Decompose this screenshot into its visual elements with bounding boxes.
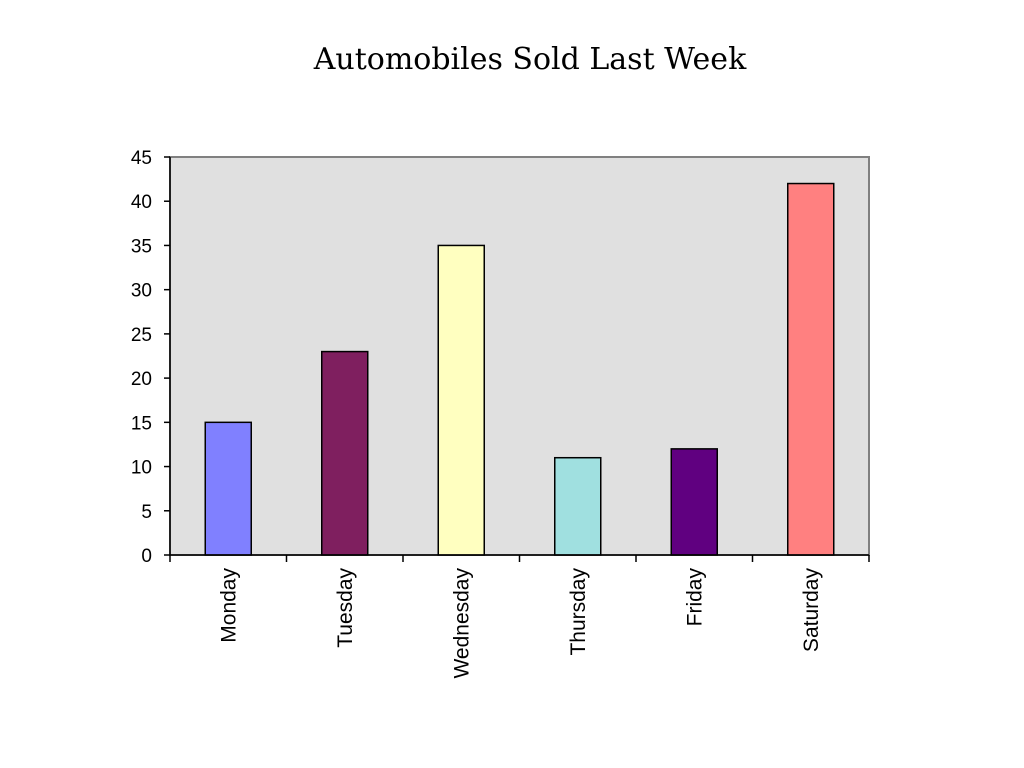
y-tick-label: 35 xyxy=(131,236,152,257)
plot-area xyxy=(169,156,870,556)
y-tick-label: 0 xyxy=(141,546,152,567)
x-category-label: Monday xyxy=(217,568,240,643)
y-tick-label: 5 xyxy=(141,502,152,523)
x-ticks-group: Monday Tuesday Wednesday Thursday Friday Satu… xyxy=(169,555,870,679)
bar-wednesday xyxy=(437,244,485,556)
y-tick-label: 40 xyxy=(131,192,152,213)
bars-group xyxy=(204,182,835,556)
bar-monday xyxy=(204,421,252,556)
x-category-label: Wednesday xyxy=(450,568,473,679)
chart-title: Automobiles Sold Last Week xyxy=(313,42,747,77)
y-tick-label: 20 xyxy=(131,369,152,390)
y-tick-label: 15 xyxy=(131,413,152,434)
bar-thursday xyxy=(554,456,602,556)
x-category-label: Saturday xyxy=(800,568,823,653)
y-ticks-group: 0 5 10 15 20 25 30 35 40 45 xyxy=(131,148,170,567)
y-tick-label: 25 xyxy=(131,325,152,346)
x-category-label: Tuesday xyxy=(334,568,357,648)
y-tick-label: 10 xyxy=(131,458,152,479)
bar-saturday xyxy=(787,182,835,556)
y-tick-label: 30 xyxy=(131,281,152,302)
bar-friday xyxy=(670,448,718,556)
y-tick-label: 45 xyxy=(131,148,152,169)
bar-tuesday xyxy=(321,350,369,556)
x-category-label: Friday xyxy=(683,568,706,627)
x-category-label: Thursday xyxy=(567,568,590,656)
